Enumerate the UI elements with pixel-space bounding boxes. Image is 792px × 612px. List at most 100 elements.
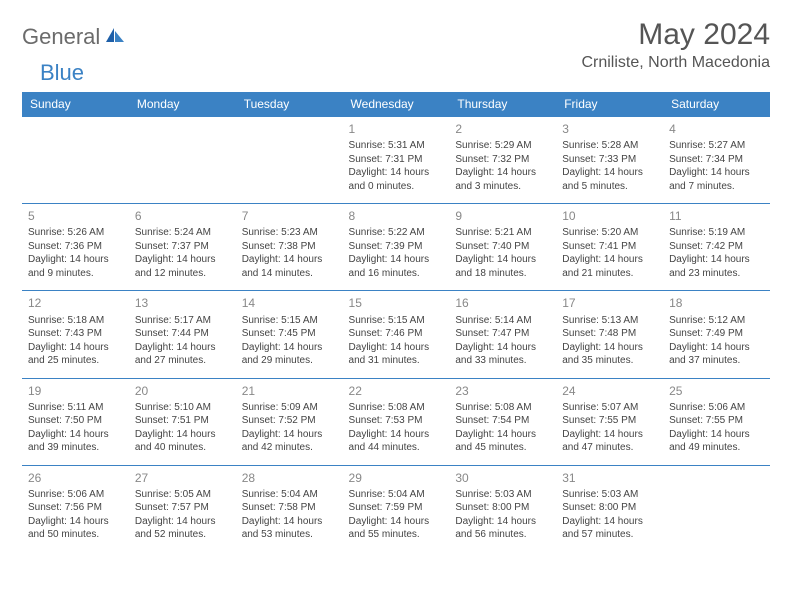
sunset-line: Sunset: 7:51 PM (135, 414, 230, 428)
week-row: 1Sunrise: 5:31 AMSunset: 7:31 PMDaylight… (22, 117, 770, 204)
daylight-line: Daylight: 14 hours and 45 minutes. (455, 428, 550, 455)
sail-icon (104, 26, 126, 49)
sunset-line: Sunset: 7:52 PM (242, 414, 337, 428)
day-cell: 13Sunrise: 5:17 AMSunset: 7:44 PMDayligh… (129, 291, 236, 378)
day-cell (663, 465, 770, 552)
dayhead-wed: Wednesday (343, 92, 450, 117)
day-cell: 2Sunrise: 5:29 AMSunset: 7:32 PMDaylight… (449, 117, 556, 204)
day-cell: 30 Sunrise: 5:03 AMSunset: 8:00 PMDayligh… (449, 465, 556, 552)
day-number: 20 (135, 383, 230, 399)
day-number: 9 (455, 208, 550, 224)
sunrise-line: Sunrise: 5:10 AM (135, 401, 230, 415)
day-number: 23 (455, 383, 550, 399)
sunset-line: Sunset: 7:39 PM (349, 240, 444, 254)
sunrise-line: Sunrise: 5:03 AM (455, 488, 550, 502)
day-number: 8 (349, 208, 444, 224)
day-cell: 21Sunrise: 5:09 AMSunset: 7:52 PMDayligh… (236, 378, 343, 465)
sunrise-line: Sunrise: 5:05 AM (135, 488, 230, 502)
sunrise-line: Sunrise: 5:04 AM (349, 488, 444, 502)
sunset-line: Sunset: 7:42 PM (669, 240, 764, 254)
daylight-line: Daylight: 14 hours and 42 minutes. (242, 428, 337, 455)
calendar-body: 1 Sunrise: 5:31 AMSunset: 7:31 PM Daylight… (22, 117, 770, 552)
sunset-line: Sunset: 7:53 PM (349, 414, 444, 428)
daylight-line: Daylight: 14 hours and 25 minutes. (28, 341, 123, 368)
logo-text-1: General (22, 24, 100, 50)
day-cell: 16Sunrise: 5:14 AMSunset: 7:47 PMDayligh… (449, 291, 556, 378)
day-cell: 29Sunrise: 5:04 AMSunset: 7:59 PMDayligh… (343, 465, 450, 552)
day-cell (236, 117, 343, 204)
day-number: 13 (135, 295, 230, 311)
dayhead-sat: Saturday (663, 92, 770, 117)
day-cell: 22Sunrise: 5:08 AMSunset: 7:53 PMDayligh… (343, 378, 450, 465)
day-number: 15 (349, 295, 444, 311)
sunset-line: Sunset: 7:36 PM (28, 240, 123, 254)
sunrise-line: Sunrise: 5:06 AM (669, 401, 764, 415)
daylight-line: Daylight: 14 hours and 52 minutes. (135, 515, 230, 542)
day-number: 1 (349, 121, 444, 137)
day-number: 31 (562, 470, 657, 486)
day-number: 22 (349, 383, 444, 399)
daylight-line: Daylight: 14 hours and 27 minutes. (135, 341, 230, 368)
day-cell: 12 Sunrise: 5:18 AMSunset: 7:43 PMDayligh… (22, 291, 129, 378)
sunrise-line: Sunrise: 5:12 AM (669, 314, 764, 328)
dayhead-sun: Sunday (22, 92, 129, 117)
day-cell: 9Sunrise: 5:21 AMSunset: 7:40 PMDaylight… (449, 204, 556, 291)
sunrise-line: Sunrise: 5:31 AM (349, 139, 444, 153)
day-number: 14 (242, 295, 337, 311)
sunset-line: Sunset: 7:48 PM (562, 327, 657, 341)
sunrise-line: Sunrise: 5:08 AM (455, 401, 550, 415)
day-cell: 5Sunrise: 5:26 AMSunset: 7:36 PMDaylight… (22, 204, 129, 291)
day-cell: 10Sunrise: 5:20 AMSunset: 7:41 PMDayligh… (556, 204, 663, 291)
daylight-line: Daylight: 14 hours and 14 minutes. (242, 253, 337, 280)
daylight-line: Daylight: 14 hours and 35 minutes. (562, 341, 657, 368)
daylight-line: Daylight: 14 hours and 40 minutes. (135, 428, 230, 455)
sunset-line: Sunset: 7:37 PM (135, 240, 230, 254)
sunrise-line: Sunrise: 5:18 AM (28, 314, 123, 328)
daylight-line: Daylight: 14 hours and 29 minutes. (242, 341, 337, 368)
day-number: 30 (455, 470, 550, 486)
sunset-line: Sunset: 7:40 PM (455, 240, 550, 254)
sunset-line: Sunset: 7:59 PM (349, 501, 444, 515)
sunrise-line: Sunrise: 5:04 AM (242, 488, 337, 502)
daylight-line: Daylight: 14 hours and 23 minutes. (669, 253, 764, 280)
day-cell: 28Sunrise: 5:04 AMSunset: 7:58 PMDayligh… (236, 465, 343, 552)
page-title: May 2024 (581, 18, 770, 52)
day-number: 27 (135, 470, 230, 486)
day-cell: 15Sunrise: 5:15 AMSunset: 7:46 PMDayligh… (343, 291, 450, 378)
sunset-line: Sunset: 7:57 PM (135, 501, 230, 515)
sunset-line: Sunset: 7:34 PM (669, 153, 764, 167)
dayhead-tue: Tuesday (236, 92, 343, 117)
day-cell: 1Sunrise: 5:31 AMSunset: 7:31 PMDaylight… (343, 117, 450, 204)
sunset-line: Sunset: 7:38 PM (242, 240, 337, 254)
day-number: 24 (562, 383, 657, 399)
week-row: 12Sunrise: 5:18 AMSunset: 7:43 PMDayligh… (22, 291, 770, 378)
sunset-line: Sunset: 7:32 PM (455, 153, 550, 167)
day-cell: 3Sunrise: 5:28 AMSunset: 7:33 PMDaylight… (556, 117, 663, 204)
day-cell: 31Sunrise: 5:03 AMSunset: 8:00 PMDayligh… (556, 465, 663, 552)
sunrise-line: Sunrise: 5:29 AM (455, 139, 550, 153)
day-cell: 24Sunrise: 5:07 AMSunset: 7:55 PMDayligh… (556, 378, 663, 465)
sunset-line: Sunset: 7:43 PM (28, 327, 123, 341)
sunset-line: Sunset: 7:31 PM (349, 153, 444, 167)
day-number: 12 (28, 295, 123, 311)
week-row: 19Sunrise: 5:11 AMSunset: 7:50 PMDayligh… (22, 378, 770, 465)
day-number: 19 (28, 383, 123, 399)
sunset-line: Sunset: 7:47 PM (455, 327, 550, 341)
daylight-line: Daylight: 14 hours and 21 minutes. (562, 253, 657, 280)
sunset-line: Sunset: 7:55 PM (562, 414, 657, 428)
daylight-line: Daylight: 14 hours and 44 minutes. (349, 428, 444, 455)
day-cell: 7Sunrise: 5:23 AMSunset: 7:38 PMDaylight… (236, 204, 343, 291)
sunrise-line: Sunrise: 5:15 AM (242, 314, 337, 328)
day-number: 25 (669, 383, 764, 399)
day-number: 5 (28, 208, 123, 224)
calendar-page: General May 2024 Crniliste, North Macedo… (0, 0, 792, 570)
sunrise-line: Sunrise: 5:06 AM (28, 488, 123, 502)
day-cell: 17Sunrise: 5:13 AMSunset: 7:48 PMDayligh… (556, 291, 663, 378)
daylight-line: Daylight: 14 hours and 56 minutes. (455, 515, 550, 542)
daylight-line: Daylight: 14 hours and 39 minutes. (28, 428, 123, 455)
day-number: 7 (242, 208, 337, 224)
day-cell: 14Sunrise: 5:15 AMSunset: 7:45 PMDayligh… (236, 291, 343, 378)
day-number: 17 (562, 295, 657, 311)
sunset-line: Sunset: 8:00 PM (455, 501, 550, 515)
sunrise-line: Sunrise: 5:28 AM (562, 139, 657, 153)
